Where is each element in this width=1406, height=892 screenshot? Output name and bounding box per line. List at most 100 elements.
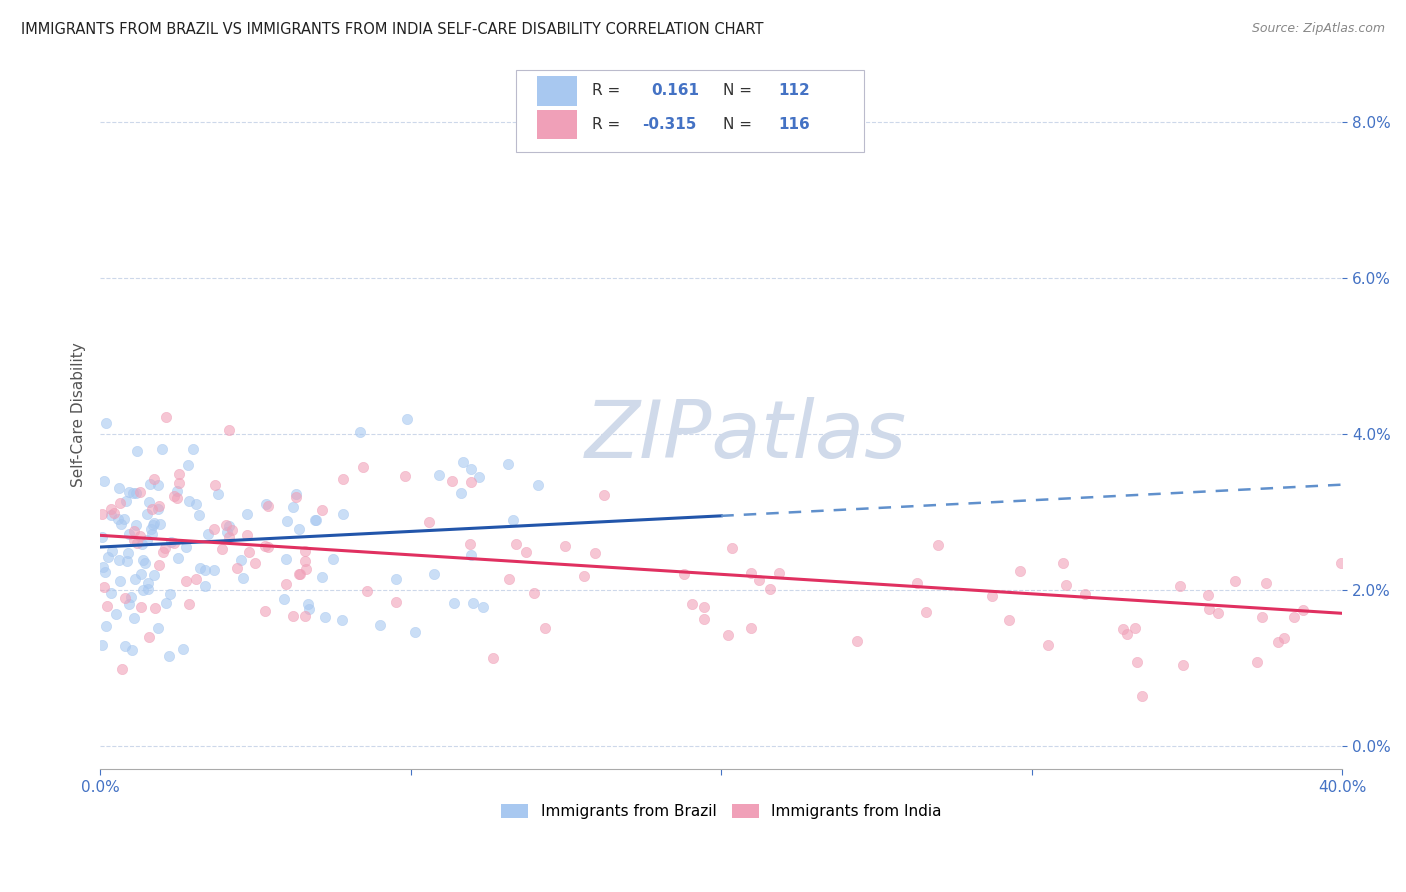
Point bbox=[146, 502, 169, 516]
Point bbox=[997, 614, 1019, 628]
Point bbox=[93, 559, 115, 574]
Point bbox=[172, 642, 194, 657]
Point bbox=[276, 514, 298, 528]
Point bbox=[129, 600, 152, 615]
Point bbox=[1250, 610, 1272, 624]
Point bbox=[672, 567, 695, 582]
Point bbox=[184, 497, 207, 511]
Point bbox=[139, 476, 162, 491]
Point bbox=[284, 491, 307, 505]
Point bbox=[115, 554, 138, 568]
Point bbox=[179, 494, 201, 508]
Point bbox=[152, 544, 174, 558]
Point bbox=[294, 554, 316, 568]
Point bbox=[471, 599, 494, 614]
Point bbox=[288, 522, 311, 536]
Point bbox=[125, 517, 148, 532]
Point bbox=[146, 477, 169, 491]
Point bbox=[177, 458, 200, 472]
Text: IMMIGRANTS FROM BRAZIL VS IMMIGRANTS FROM INDIA SELF-CARE DISABILITY CORRELATION: IMMIGRANTS FROM BRAZIL VS IMMIGRANTS FRO… bbox=[21, 22, 763, 37]
Point bbox=[181, 442, 204, 456]
Point bbox=[273, 592, 295, 607]
Point bbox=[427, 467, 450, 482]
Point bbox=[481, 651, 503, 665]
Point bbox=[498, 572, 520, 586]
Point bbox=[232, 571, 254, 585]
Point bbox=[283, 609, 305, 624]
Point bbox=[274, 577, 297, 591]
Point bbox=[134, 557, 156, 571]
Point bbox=[97, 550, 120, 565]
Point bbox=[160, 535, 183, 549]
Point bbox=[225, 561, 247, 575]
FancyBboxPatch shape bbox=[537, 110, 576, 139]
Point bbox=[118, 527, 141, 541]
Point bbox=[179, 597, 201, 611]
Point bbox=[846, 633, 869, 648]
Point bbox=[148, 558, 170, 573]
Point bbox=[121, 642, 143, 657]
Point bbox=[124, 572, 146, 586]
Point bbox=[505, 537, 527, 551]
Point bbox=[187, 508, 209, 522]
Point bbox=[129, 529, 152, 543]
FancyBboxPatch shape bbox=[537, 76, 576, 106]
Point bbox=[1054, 578, 1077, 592]
Point bbox=[91, 530, 114, 544]
Point bbox=[368, 618, 391, 632]
Point bbox=[194, 579, 217, 593]
Point bbox=[443, 596, 465, 610]
Point bbox=[104, 607, 127, 622]
Point bbox=[117, 546, 139, 560]
Point bbox=[693, 599, 716, 614]
Point bbox=[108, 496, 131, 510]
Point bbox=[118, 597, 141, 611]
Point bbox=[720, 541, 742, 555]
Point bbox=[523, 586, 546, 600]
Point bbox=[330, 613, 353, 627]
Text: -0.315: -0.315 bbox=[641, 117, 696, 132]
Point bbox=[1330, 556, 1353, 570]
Point bbox=[1010, 564, 1032, 578]
Point bbox=[188, 561, 211, 575]
Point bbox=[592, 488, 614, 502]
Point bbox=[218, 531, 240, 545]
Text: ZIPatlas: ZIPatlas bbox=[585, 397, 907, 475]
Point bbox=[148, 499, 170, 513]
Point bbox=[1267, 635, 1289, 649]
Point bbox=[186, 572, 208, 586]
Point bbox=[131, 537, 153, 551]
Point bbox=[1168, 579, 1191, 593]
Point bbox=[1254, 576, 1277, 591]
Point bbox=[127, 444, 149, 458]
Point bbox=[132, 553, 155, 567]
Point bbox=[166, 491, 188, 506]
Point bbox=[385, 572, 408, 586]
Point bbox=[107, 482, 129, 496]
Point bbox=[572, 569, 595, 583]
Point bbox=[1206, 606, 1229, 620]
Point bbox=[356, 584, 378, 599]
Point bbox=[927, 538, 949, 552]
Point bbox=[297, 597, 319, 611]
Point bbox=[167, 551, 190, 566]
Point bbox=[295, 562, 318, 576]
Point bbox=[221, 524, 243, 538]
Point bbox=[526, 478, 548, 492]
Point bbox=[290, 567, 312, 582]
Point bbox=[1292, 603, 1315, 617]
Point bbox=[515, 545, 537, 559]
Point bbox=[136, 576, 159, 591]
Point bbox=[1272, 631, 1295, 645]
Point bbox=[1284, 609, 1306, 624]
Point bbox=[1074, 587, 1097, 601]
Point bbox=[496, 458, 519, 472]
Point bbox=[256, 497, 278, 511]
Point bbox=[204, 478, 226, 492]
Point bbox=[125, 485, 148, 500]
Text: Source: ZipAtlas.com: Source: ZipAtlas.com bbox=[1251, 22, 1385, 36]
Point bbox=[110, 516, 132, 531]
Point bbox=[163, 489, 186, 503]
Point bbox=[1225, 574, 1247, 589]
Point bbox=[100, 544, 122, 558]
